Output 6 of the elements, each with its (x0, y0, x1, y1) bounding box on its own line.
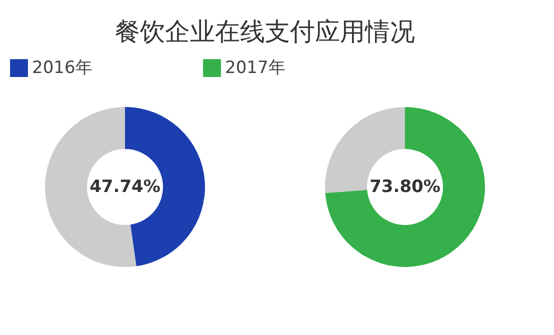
legend-label: 2016年 (32, 58, 92, 78)
text: 73.80% (370, 177, 440, 197)
legend-label: 2017年 (225, 58, 286, 78)
text: 47.74% (90, 177, 160, 197)
donut-slice (325, 107, 485, 267)
text: 餐饮企业在线支付应用情况 (115, 17, 415, 46)
